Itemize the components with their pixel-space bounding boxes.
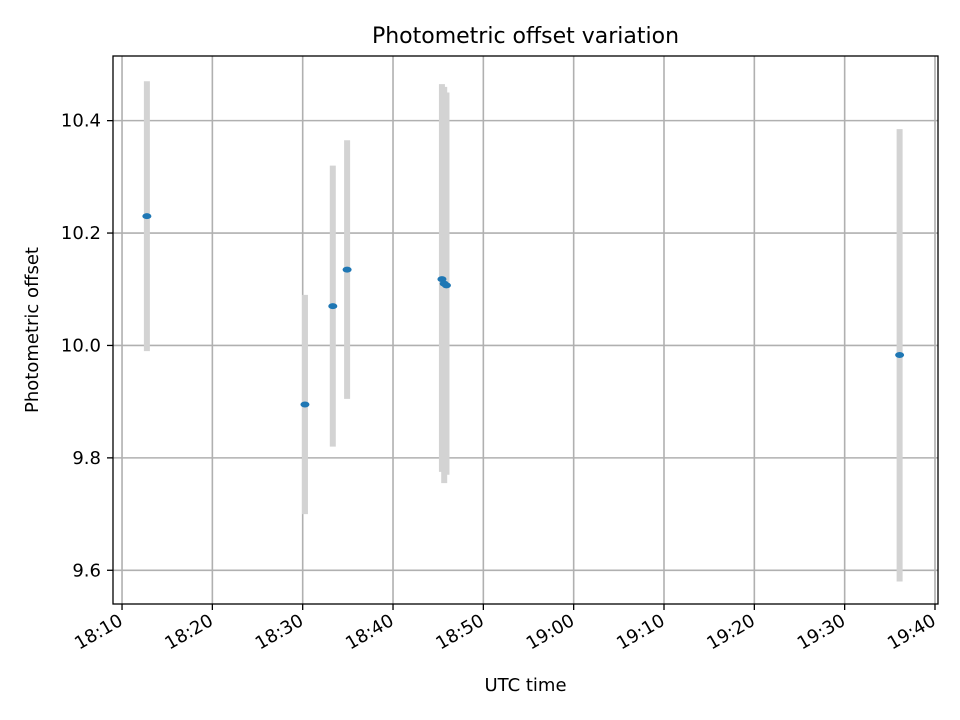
data-point (142, 213, 152, 220)
data-point (895, 352, 905, 359)
y-tick-label: 10.4 (61, 111, 101, 132)
x-axis-label: UTC time (484, 675, 566, 696)
data-point (342, 266, 352, 273)
plot-frame (112, 55, 939, 605)
data-point (441, 282, 451, 289)
y-tick-label: 9.6 (72, 560, 101, 581)
y-tick-label: 10.2 (61, 223, 101, 244)
y-axis-label: Photometric offset (22, 247, 43, 413)
y-tick-label: 10.0 (61, 335, 101, 356)
data-points (142, 213, 905, 408)
chart-title: Photometric offset variation (372, 24, 679, 49)
y-axis-ticks: 9.6 9.8 10.0 10.2 10.4 (61, 111, 113, 581)
y-tick-label: 9.8 (72, 448, 101, 469)
data-point (300, 401, 310, 408)
grid (113, 56, 938, 604)
data-point (328, 303, 338, 310)
